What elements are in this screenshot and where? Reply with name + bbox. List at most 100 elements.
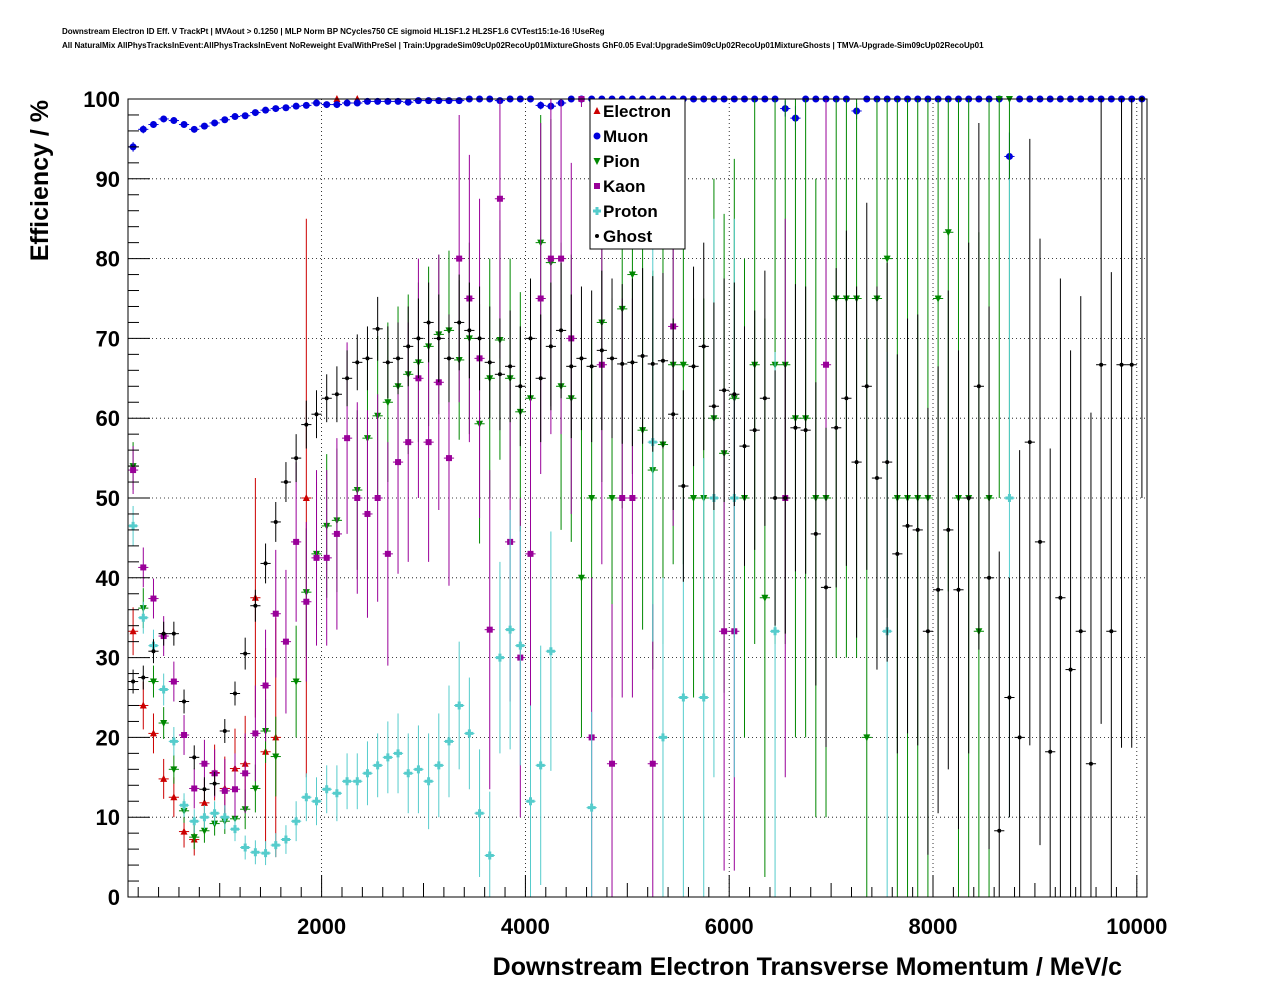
data-point-muon [445, 97, 453, 105]
data-point-ghost [171, 631, 176, 636]
data-point-proton [587, 803, 596, 812]
legend-label-ghost: Ghost [603, 227, 652, 246]
data-point-proton [363, 769, 372, 778]
data-point-pion [628, 271, 636, 279]
data-point-ghost [182, 699, 187, 704]
legend-marker-ghost [595, 234, 599, 238]
data-point-ghost [232, 691, 237, 696]
data-point-proton [699, 693, 708, 702]
data-point-ghost [406, 344, 411, 349]
data-point-muon [363, 97, 371, 105]
data-point-kaon [527, 550, 534, 557]
data-point-ghost [375, 326, 380, 331]
data-point-muon [435, 97, 443, 105]
data-point-ghost [671, 412, 676, 417]
data-point-ghost [650, 361, 655, 366]
data-point-pion [384, 399, 392, 407]
data-point-pion [883, 255, 891, 263]
data-point-ghost [701, 344, 706, 349]
y-tick-label: 40 [96, 566, 120, 591]
data-point-pion [200, 827, 208, 835]
y-tick-label: 10 [96, 805, 120, 830]
data-point-proton [536, 761, 545, 770]
data-point-muon [211, 119, 219, 127]
data-point-pion [149, 678, 157, 686]
legend-label-muon: Muon [603, 127, 648, 146]
data-point-ghost [161, 631, 166, 636]
data-point-proton [302, 793, 311, 802]
data-point-muon [313, 99, 321, 107]
data-point-pion [608, 495, 616, 502]
data-point-ghost [446, 356, 451, 361]
data-point-ghost [141, 675, 146, 680]
y-tick-label: 90 [96, 167, 120, 192]
data-point-ghost [396, 356, 401, 361]
data-point-kaon [282, 638, 289, 645]
data-point-pion [160, 720, 168, 728]
data-point-kaon [405, 439, 412, 446]
data-point-ghost [202, 787, 207, 792]
data-point-kaon [649, 760, 656, 767]
data-point-ghost [1007, 695, 1012, 700]
data-point-ghost [987, 575, 992, 580]
data-point-muon [241, 112, 249, 120]
data-point-ghost [212, 781, 217, 786]
data-point-proton [465, 729, 474, 738]
data-point-muon [384, 97, 392, 105]
data-point-ghost [844, 396, 849, 401]
data-point-ghost [283, 480, 288, 485]
chart-header-line-1: Downstream Electron ID Eff. V TrackPt | … [62, 27, 605, 36]
data-point-proton [444, 737, 453, 746]
data-point-pion [690, 495, 698, 502]
data-point-muon [231, 113, 239, 121]
data-point-proton [526, 797, 535, 806]
data-point-pion [292, 678, 300, 686]
data-point-muon [221, 116, 229, 124]
data-point-ghost [508, 364, 513, 369]
legend-marker-proton [593, 207, 601, 215]
data-point-kaon [181, 732, 188, 739]
data-point-ghost [915, 527, 920, 532]
data-point-ghost [569, 364, 574, 369]
data-point-ghost [813, 531, 818, 536]
data-point-electron [302, 494, 310, 501]
data-point-kaon [609, 760, 616, 767]
data-point-proton [129, 521, 138, 530]
data-point-ghost [1048, 749, 1053, 754]
data-point-pion [934, 295, 942, 303]
x-tick-label: 8000 [909, 914, 958, 939]
data-point-proton [200, 813, 209, 822]
data-point-ghost [1058, 595, 1063, 600]
data-point-ghost [925, 629, 930, 634]
data-point-ghost [1017, 735, 1022, 740]
data-point-pion [170, 766, 178, 774]
data-point-ghost [1129, 362, 1134, 367]
data-point-ghost [436, 336, 441, 341]
data-point-kaon [221, 787, 228, 794]
data-point-proton [271, 841, 280, 850]
data-point-proton [373, 761, 382, 770]
data-point-ghost [528, 336, 533, 341]
data-point-proton [180, 801, 189, 810]
y-tick-label: 0 [108, 885, 120, 910]
data-point-ghost [783, 496, 788, 500]
data-point-muon [537, 101, 545, 109]
data-point-ghost [885, 460, 890, 465]
legend-label-electron: Electron [603, 102, 671, 121]
data-point-ghost [630, 360, 635, 365]
data-point-ghost [732, 392, 737, 397]
y-tick-label: 70 [96, 326, 120, 351]
data-point-pion [679, 361, 687, 369]
data-point-ghost [497, 372, 502, 377]
data-point-pion [588, 495, 596, 502]
data-point-ghost [722, 388, 727, 393]
data-point-proton [475, 809, 484, 818]
data-point-muon [302, 101, 310, 109]
data-point-ghost [905, 523, 910, 528]
data-point-kaon [823, 361, 830, 368]
data-point-muon [323, 101, 331, 109]
data-point-kaon [558, 255, 565, 262]
chart-header-line-2: All NaturalMix AllPhysTracksInEvent:AllP… [62, 41, 984, 50]
data-point-muon [414, 97, 422, 105]
